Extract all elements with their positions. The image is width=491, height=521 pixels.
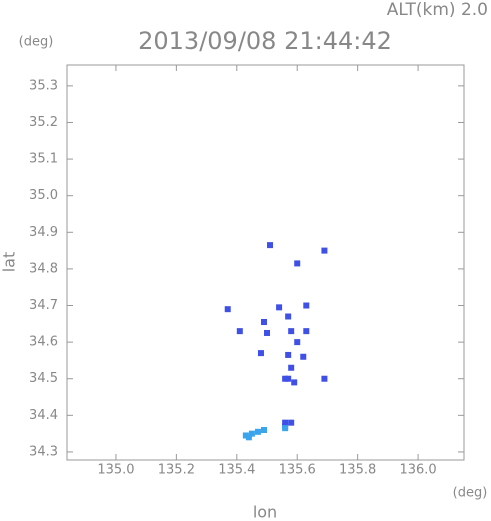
echo-point (236, 328, 243, 335)
x-tick-label: 135.8 (339, 463, 376, 478)
echo-point (288, 419, 295, 426)
x-unit: (deg) (453, 486, 488, 501)
echo-point (224, 306, 231, 313)
y-tick-label: 35.3 (29, 78, 58, 93)
echo-point (248, 430, 255, 437)
y-tick-label: 35.1 (29, 152, 58, 167)
echo-point (288, 364, 295, 371)
x-tick-label: 135.4 (218, 463, 255, 478)
echo-point (245, 434, 252, 441)
x-tick-label: 135.0 (97, 463, 134, 478)
y-tick-label: 35.2 (29, 115, 58, 130)
y-unit: (deg) (19, 35, 54, 50)
y-tick-label: 34.3 (29, 444, 58, 459)
echo-point (282, 425, 289, 432)
echo-point (254, 428, 261, 435)
echo-point (282, 375, 289, 382)
x-tick-label: 136.0 (399, 463, 436, 478)
y-tick-label: 34.7 (29, 298, 58, 313)
echo-point (285, 313, 292, 320)
echo-point (321, 247, 328, 254)
y-tick-label: 34.5 (29, 371, 58, 386)
echo-point (257, 350, 264, 357)
chart-title: 2013/09/08 21:44:42 (138, 27, 392, 55)
subtitle: ALT(km) 2.0 (387, 0, 488, 20)
echo-point (242, 432, 249, 439)
x-axis-label: lon (253, 503, 277, 521)
echo-point (260, 426, 267, 433)
echo-point (294, 339, 301, 346)
echo-point (303, 302, 310, 309)
echo-point (285, 375, 292, 382)
echo-point (291, 379, 298, 386)
echo-point (285, 351, 292, 358)
echo-point (276, 304, 283, 311)
echo-point (294, 260, 301, 267)
echo-point (303, 328, 310, 335)
x-tick-label: 135.2 (158, 463, 195, 478)
echo-point (267, 242, 274, 249)
echo-point (282, 419, 289, 426)
y-tick-label: 34.6 (29, 335, 58, 350)
y-tick-label: 35.0 (29, 188, 58, 203)
x-tick-label: 135.6 (279, 463, 316, 478)
echo-point (300, 353, 307, 360)
y-tick-label: 34.4 (29, 408, 58, 423)
y-axis-label: lat (0, 252, 19, 273)
echo-point (264, 329, 271, 336)
y-tick-label: 34.9 (29, 225, 58, 240)
echo-point (321, 375, 328, 382)
echo-point (260, 318, 267, 325)
echo-point (288, 328, 295, 335)
plot-frame (66, 64, 465, 461)
y-tick-label: 34.8 (29, 261, 58, 276)
